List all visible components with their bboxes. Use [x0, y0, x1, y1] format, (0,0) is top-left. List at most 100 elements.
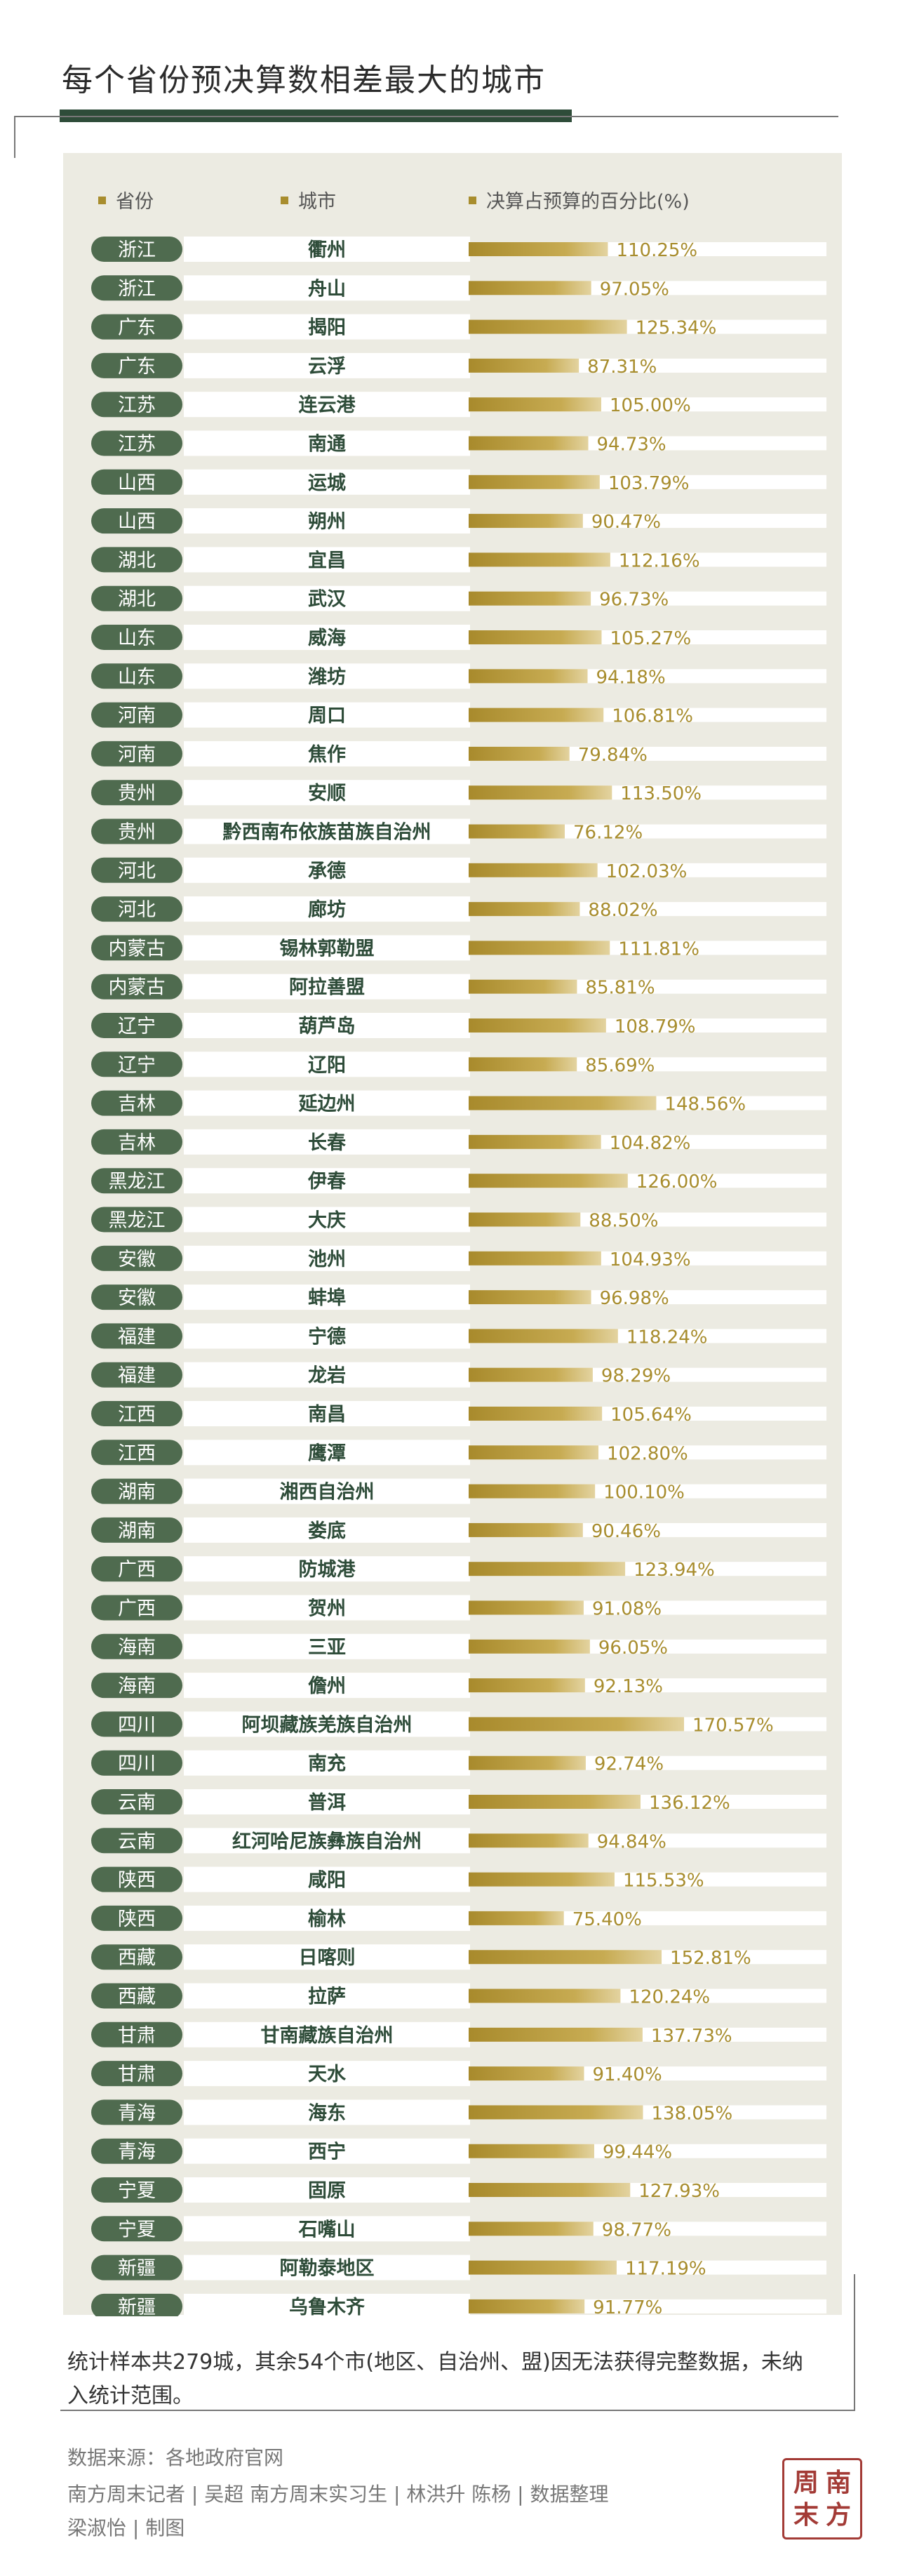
- header-city-label: 城市: [298, 191, 336, 213]
- city-label: 运城: [308, 472, 346, 494]
- city-label: 固原: [308, 2180, 346, 2202]
- bar: [469, 319, 627, 334]
- bar: [469, 1678, 585, 1693]
- bar: [469, 1872, 615, 1887]
- city-cell: [184, 430, 470, 456]
- city-label: 榆林: [308, 1908, 346, 1930]
- province-pill: [91, 1323, 182, 1349]
- city-label: 池州: [308, 1249, 346, 1270]
- city-cell: [184, 1168, 470, 1194]
- province-label: 山西: [118, 472, 156, 494]
- province-label: 吉林: [118, 1094, 156, 1115]
- province-label: 青海: [118, 2102, 156, 2124]
- bar: [469, 785, 612, 800]
- bar: [469, 436, 589, 451]
- value-label: 105.27%: [610, 628, 691, 649]
- province-label: 辽宁: [118, 1016, 156, 1037]
- bar: [469, 591, 591, 606]
- province-label: 四川: [118, 1753, 156, 1775]
- province-label: 浙江: [118, 278, 156, 300]
- value-label: 76.12%: [573, 823, 643, 844]
- province-pill: [91, 352, 182, 378]
- province-pill: [91, 314, 182, 340]
- city-label: 安顺: [308, 783, 346, 804]
- province-pill: [91, 896, 182, 922]
- city-cell: [184, 1051, 470, 1077]
- city-cell: [184, 1284, 470, 1310]
- value-label: 110.25%: [616, 240, 697, 261]
- value-label: 126.00%: [636, 1171, 718, 1193]
- province-pill: [91, 1750, 182, 1776]
- value-label: 99.44%: [603, 2142, 672, 2163]
- city-label: 周口: [308, 705, 346, 727]
- bar: [469, 514, 583, 529]
- province-pill: [91, 2216, 182, 2242]
- city-cell: [184, 392, 470, 418]
- province-label: 贵州: [118, 822, 156, 844]
- credits-line-2: 梁淑怡 | 制图: [67, 2516, 185, 2540]
- city-cell: [184, 741, 470, 766]
- bar: [469, 474, 600, 489]
- seal-char: 末: [793, 2500, 819, 2530]
- province-pill: [91, 663, 182, 689]
- province-label: 湖南: [118, 1482, 156, 1503]
- province-pill: [91, 2021, 182, 2047]
- city-label: 连云港: [299, 394, 356, 416]
- bar: [469, 630, 602, 644]
- data-source: 数据来源：各地政府官网: [67, 2446, 284, 2469]
- bar: [469, 397, 601, 412]
- province-pill: [91, 1789, 182, 1814]
- city-cell: [184, 1207, 470, 1233]
- province-pill: [91, 1478, 182, 1504]
- city-label: 儋州: [308, 1675, 346, 1697]
- city-cell: [184, 1633, 470, 1659]
- frame-line-bottom: [60, 2410, 855, 2411]
- credits-line-1: 南方周末记者 | 吴超 南方周末实习生 | 林洪升 陈杨 | 数据整理: [67, 2483, 609, 2506]
- city-cell: [184, 2255, 470, 2280]
- province-label: 山东: [118, 628, 156, 649]
- city-label: 海东: [308, 2102, 346, 2124]
- city-cell: [184, 935, 470, 961]
- province-pill: [91, 392, 182, 418]
- province-label: 湖北: [118, 589, 156, 611]
- value-label: 104.82%: [610, 1133, 691, 1154]
- city-label: 日喀则: [299, 1947, 356, 1969]
- province-pill: [91, 1090, 182, 1116]
- city-label: 黔西南布依族苗族自治州: [223, 821, 431, 844]
- value-label: 94.84%: [597, 1831, 666, 1852]
- value-label: 98.77%: [602, 2219, 671, 2240]
- bar: [469, 552, 610, 567]
- value-label: 94.73%: [597, 434, 666, 456]
- province-label: 贵州: [118, 783, 156, 804]
- city-cell: [184, 857, 470, 883]
- bar: [469, 979, 577, 994]
- frame-line-left: [14, 116, 15, 158]
- city-label: 防城港: [299, 1559, 356, 1581]
- province-label: 辽宁: [118, 1054, 156, 1076]
- city-cell: [184, 2177, 470, 2203]
- city-label: 天水: [308, 2064, 347, 2085]
- city-cell: [184, 818, 470, 844]
- bar: [469, 1989, 621, 2003]
- city-cell: [184, 702, 470, 728]
- city-cell: [184, 1789, 470, 1814]
- value-label: 170.57%: [692, 1715, 774, 1736]
- province-label: 宁夏: [118, 2219, 156, 2240]
- value-label: 75.40%: [572, 1909, 642, 1930]
- city-label: 龙岩: [308, 1365, 346, 1387]
- city-label: 潍坊: [308, 666, 346, 688]
- header-pct-label: 决算占预算的百分比(%): [486, 191, 690, 213]
- city-cell: [184, 2021, 470, 2047]
- city-label: 南充: [308, 1753, 346, 1775]
- province-pill: [91, 1828, 182, 1854]
- city-label: 大庆: [308, 1209, 346, 1232]
- header-marker: [98, 197, 106, 204]
- bar: [469, 1367, 593, 1382]
- publisher-seal: 周 南 末 方: [782, 2458, 862, 2540]
- bar: [469, 2066, 584, 2081]
- header-pct: 决算占预算的百分比(%): [469, 186, 690, 213]
- value-label: 127.93%: [638, 2181, 720, 2202]
- value-label: 103.79%: [608, 473, 690, 494]
- value-label: 138.05%: [651, 2103, 732, 2124]
- bar: [469, 746, 570, 761]
